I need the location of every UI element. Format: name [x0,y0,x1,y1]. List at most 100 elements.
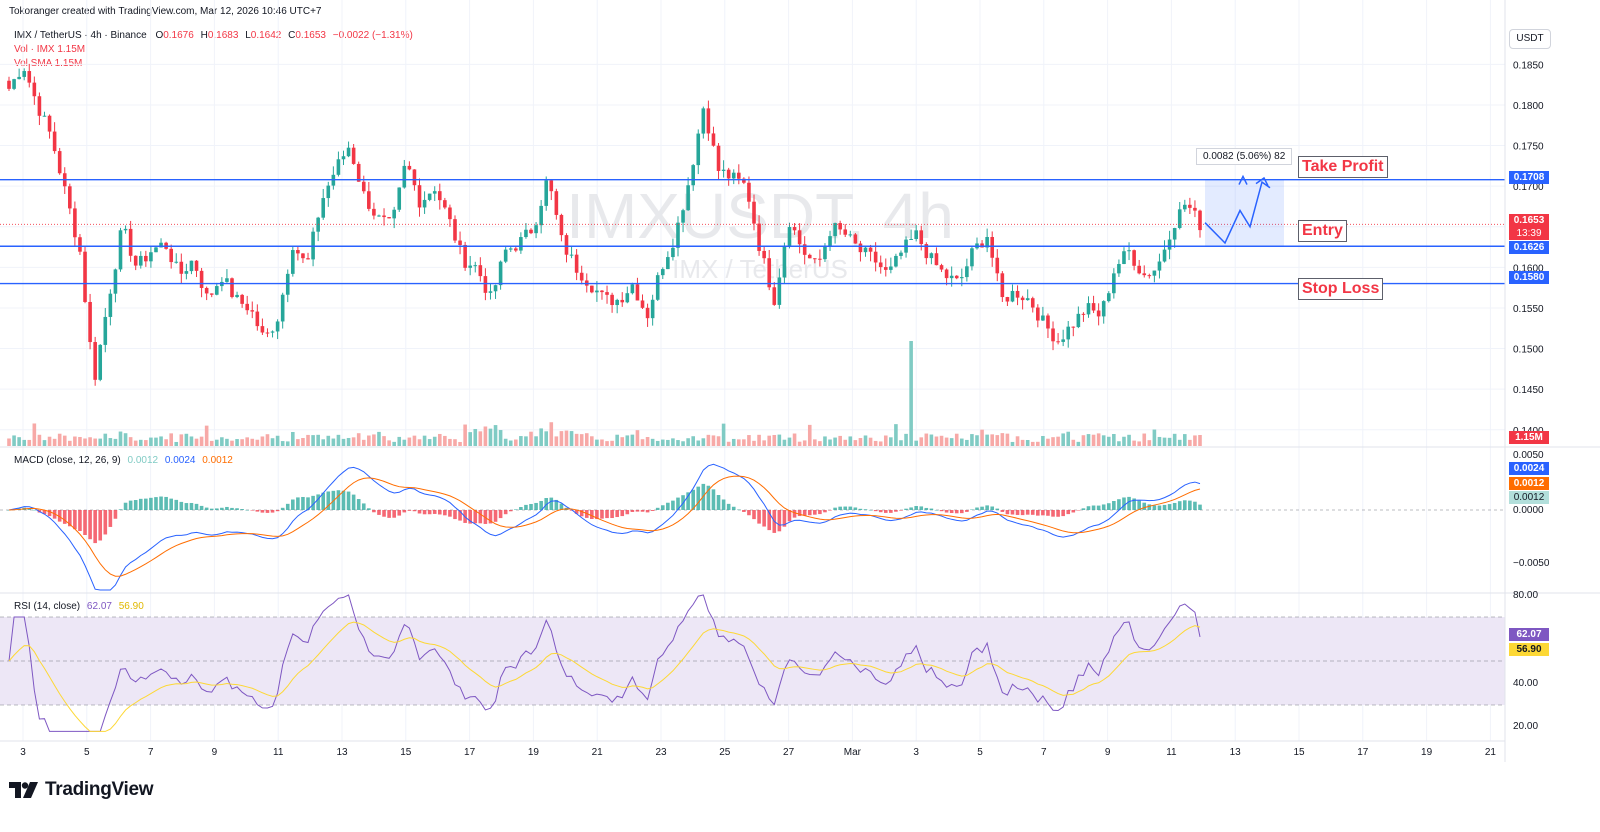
volume-tag: 1.15M [1509,431,1549,444]
volume-bar [635,430,640,446]
candle-body [478,265,483,277]
candle-body [1096,310,1101,317]
price-chart[interactable]: IMXUSDT, 4h IMX / TetherUS 3 5 7 9 11 13 15 17 1… [0,0,1600,770]
volume-bar [154,437,158,446]
time-tick-label: 21 [592,747,604,758]
volume-bar [392,441,396,446]
stop-loss-price-tag: 0.1580 [1509,271,1549,284]
candle-body [1071,326,1076,328]
candle-body [68,186,72,209]
macd-hist-bar [432,510,437,514]
volume-bar [519,436,523,446]
volume-bar [7,438,11,446]
macd-hist-bar [914,506,918,510]
projection-arrowhead [1238,174,1248,185]
macd-hist-bar [848,506,853,510]
macd-hist-bar [42,510,47,515]
volume-bar [52,438,57,446]
volume-bar [625,435,630,446]
candle-body [493,285,498,292]
rsi-line [8,594,1201,732]
macd-hist-bar [691,489,695,510]
macd-hist-bar [73,510,77,530]
time-tick-label: Mar [844,747,862,758]
volume-bar [894,424,898,446]
macd-hist-bar [1101,504,1106,510]
rsi-ma-line [8,621,1201,732]
macd-hist-bar [291,499,295,510]
stop-loss-label[interactable]: Stop Loss [1298,278,1384,300]
candle-body [488,291,493,293]
volume-bar [514,439,518,446]
currency-button[interactable]: USDT [1509,29,1551,49]
volume-bar [184,433,189,446]
candle-body [133,255,138,266]
volume-bar [483,426,488,446]
candle-body [777,277,782,305]
candle-body [427,193,432,200]
low-label: L [245,30,251,41]
volume-bar [914,440,918,446]
volume-bar [726,441,731,446]
volume-bar [615,434,619,446]
candle-body [372,208,376,216]
volume-bar [742,439,746,446]
volume-bar [235,439,239,446]
symbol-ohlc-line: IMX / TetherUS · 4h · Binance O0.1676 H0… [14,30,413,41]
candle-body [965,266,969,278]
macd-hist-bar [230,507,234,510]
candle-body [508,248,513,250]
macd-hist-bar [782,510,787,527]
macd-title[interactable]: MACD (close, 12, 26, 9) [14,455,121,466]
low-value: 0.1642 [250,30,282,41]
volume-bar [630,434,635,446]
candle-body [351,147,356,164]
macd-hist-bar [356,499,361,510]
candle-body [600,290,604,293]
macd-hist-bar [397,510,402,516]
volume-bar [331,438,336,446]
take-profit-label[interactable]: Take Profit [1298,156,1388,178]
candle-body [503,249,508,262]
rsi-title[interactable]: RSI (14, close) [14,601,81,612]
volume-bar [807,424,812,446]
candle-body [909,238,913,240]
volume-bar [255,439,260,446]
candle-body [1010,290,1015,302]
candle-body [899,252,903,256]
candle-body [980,243,984,248]
entry-label[interactable]: Entry [1298,220,1347,242]
macd-hist-bar [711,489,716,510]
candle-body [559,214,564,236]
candle-body [128,228,133,256]
macd-hist-tag: 0.0012 [1509,491,1549,504]
macd-hist-bar [346,491,351,510]
volume-bar [123,433,128,446]
candle-body [954,275,959,279]
symbol-info[interactable]: IMX / TetherUS · 4h · Binance [14,30,147,41]
volume-bar [534,436,538,446]
volume-bar [965,439,969,446]
macd-hist-bar [737,509,741,511]
tradingview-logo[interactable]: TradingView [9,779,154,801]
macd-hist-value: 0.0012 [127,455,159,466]
volume-bar [351,437,356,446]
rsi-legend: RSI (14, close) 62.07 56.90 [14,601,144,612]
volume-bar [169,433,173,446]
volume-bar [1096,433,1101,446]
volume-bar [944,437,949,446]
candle-body [1122,251,1126,265]
volume-bar [138,439,143,446]
volume-bar [554,436,559,446]
volume-bar [954,433,959,446]
macd-hist-bar [828,510,832,511]
volume-bar [321,439,326,446]
candle-body [1036,307,1040,321]
candle-body [970,248,974,267]
time-tick-label: 15 [400,747,412,758]
volume-bar [311,435,315,446]
macd-hist-bar [757,510,761,524]
candle-body [813,258,817,260]
volume-bar [377,431,381,446]
candle-body [797,230,802,245]
